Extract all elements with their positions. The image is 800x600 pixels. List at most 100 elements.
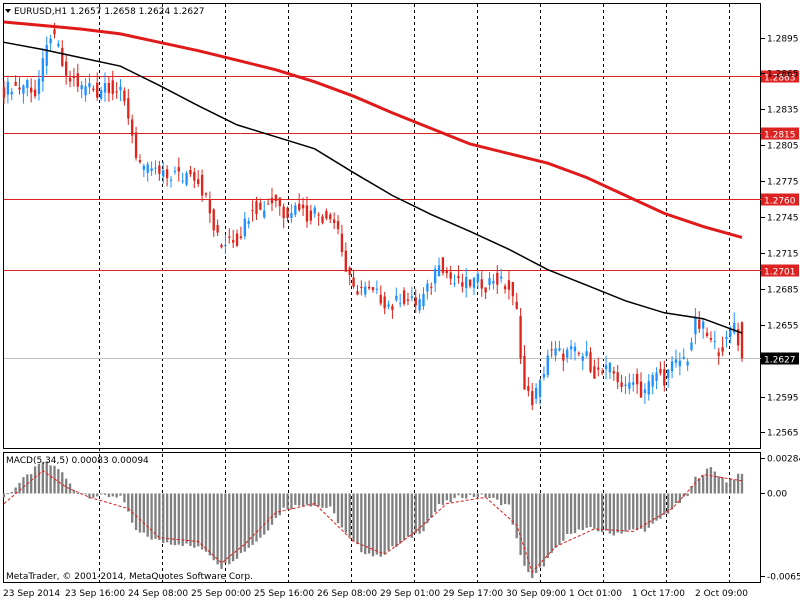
price-tick-label: 1.2565 [767, 429, 799, 439]
macd-bar [321, 493, 324, 508]
candle-body [624, 384, 627, 386]
candle-body [305, 205, 309, 222]
candle-body [251, 210, 254, 212]
candle-body [177, 167, 180, 172]
candle-body [589, 352, 592, 372]
macd-bar [309, 493, 313, 507]
candle-body [45, 44, 48, 66]
macd-bar [461, 493, 464, 498]
candle-body [670, 361, 674, 372]
macd-bar [177, 493, 180, 545]
candle-body [309, 210, 313, 221]
copyright-text: MetaTrader, © 2001-2014, MetaQuotes Soft… [6, 572, 253, 582]
macd-bar [492, 493, 495, 498]
macd-bar [68, 483, 72, 494]
macd-bar [484, 493, 487, 498]
macd-bar [278, 493, 281, 516]
macd-bar [367, 493, 371, 554]
candle-body [635, 373, 639, 385]
dropdown-arrow-icon[interactable] [5, 9, 11, 13]
candle-body [290, 213, 293, 218]
price-candles [2, 22, 744, 411]
price-pane[interactable] [3, 3, 761, 449]
macd-bar [30, 474, 33, 494]
macd-bar [519, 493, 522, 556]
macd-bar [14, 487, 17, 494]
candle-body [717, 352, 720, 356]
candle-body [263, 210, 266, 218]
candle-body [2, 87, 6, 98]
macd-bar [733, 479, 736, 494]
macd-pane[interactable] [3, 452, 761, 583]
price-level-tag [761, 193, 799, 206]
macd-bar [496, 493, 499, 500]
candle-body [729, 329, 732, 337]
candle-body [736, 329, 740, 346]
candle-body [461, 282, 464, 287]
macd-bar [193, 493, 196, 548]
candle-body [142, 165, 145, 170]
macd-bar [239, 493, 243, 554]
candle-body [80, 85, 83, 90]
candle-body [235, 233, 239, 246]
macd-bar [119, 493, 122, 496]
candle-body [686, 361, 689, 366]
macd-bar [138, 493, 142, 533]
candle-body [189, 170, 192, 175]
macd-bar [515, 493, 518, 539]
candle-body [158, 165, 161, 174]
macd-bar [134, 493, 138, 531]
price-tick-label: 1.2685 [767, 286, 799, 296]
candle-body [371, 287, 375, 291]
macd-bar [674, 493, 678, 504]
candle-body [628, 382, 631, 389]
candle-body [659, 369, 662, 374]
macd-bar [659, 493, 662, 519]
candle-body [103, 83, 107, 93]
candle-body [278, 197, 281, 207]
candle-body [99, 90, 103, 99]
candle-body [367, 286, 371, 289]
candle-body [472, 277, 476, 288]
time-tick-label: 25 Sep 16:00 [254, 589, 314, 599]
candle-body [406, 299, 410, 301]
macd-bar [200, 493, 204, 550]
macd-bar [632, 493, 635, 530]
candle-body [445, 270, 448, 274]
macd-bar [127, 493, 130, 512]
candle-body [216, 225, 219, 233]
candle-body [612, 371, 615, 374]
candle-body [562, 353, 565, 361]
macd-label: MACD(5,34,5) 0.00083 0.00094 [6, 456, 149, 466]
macd-bar [41, 462, 45, 494]
time-tick-label: 29 Sep 01:00 [380, 589, 440, 599]
macd-bar [391, 493, 394, 547]
macd-bar [647, 493, 650, 528]
macd-bar [263, 493, 266, 535]
macd-bar [465, 493, 468, 499]
current-price-value: 1.2627 [764, 356, 796, 366]
candle-body [301, 204, 305, 209]
candle-body [332, 219, 336, 223]
macd-bar [6, 493, 10, 495]
macd-bar [99, 493, 103, 495]
macd-bar [379, 493, 382, 557]
macd-bar [220, 493, 223, 569]
candle-body [383, 296, 386, 309]
time-tick-label: 30 Sep 09:00 [506, 589, 566, 599]
macd-bar [426, 493, 429, 524]
macd-bar [410, 493, 414, 538]
price-tick-label: 1.2805 [767, 142, 799, 152]
candle-body [375, 288, 379, 290]
candle-body [465, 276, 468, 289]
macd-bar [165, 493, 169, 543]
candle-body [6, 81, 10, 95]
macd-bar [534, 493, 538, 574]
macd-bar [53, 465, 56, 494]
price-tick-label: 1.2835 [767, 106, 799, 116]
candle-body [76, 73, 79, 87]
candle-body [92, 88, 95, 91]
macd-bar [2, 493, 6, 498]
macd-bar [387, 493, 390, 551]
